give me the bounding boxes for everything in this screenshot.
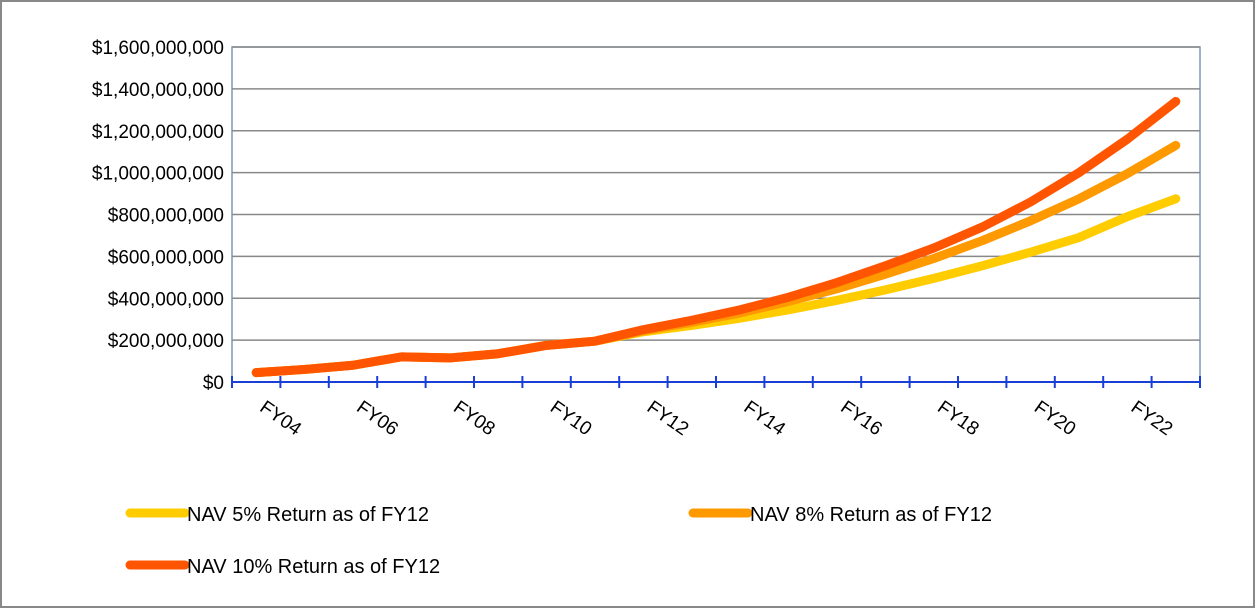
y-tick-label: $400,000,000 — [108, 289, 224, 310]
series-line — [251, 96, 1181, 378]
y-tick-label: $1,400,000,000 — [92, 80, 224, 101]
y-tick-label: $0 — [203, 373, 224, 394]
legend-label: NAV 5% Return as of FY12 — [187, 504, 429, 526]
y-tick-label: $600,000,000 — [108, 247, 224, 268]
y-tick-label: $1,200,000,000 — [92, 122, 224, 143]
y-tick-label: $1,000,000,000 — [92, 164, 224, 185]
y-tick-label: $1,600,000,000 — [92, 38, 224, 59]
y-tick-label: $200,000,000 — [108, 331, 224, 352]
legend-label: NAV 10% Return as of FY12 — [187, 556, 440, 578]
y-tick-label: $800,000,000 — [108, 206, 224, 227]
legend-label: NAV 8% Return as of FY12 — [750, 504, 992, 526]
